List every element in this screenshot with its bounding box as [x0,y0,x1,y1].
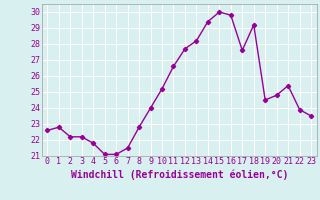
X-axis label: Windchill (Refroidissement éolien,°C): Windchill (Refroidissement éolien,°C) [70,169,288,180]
